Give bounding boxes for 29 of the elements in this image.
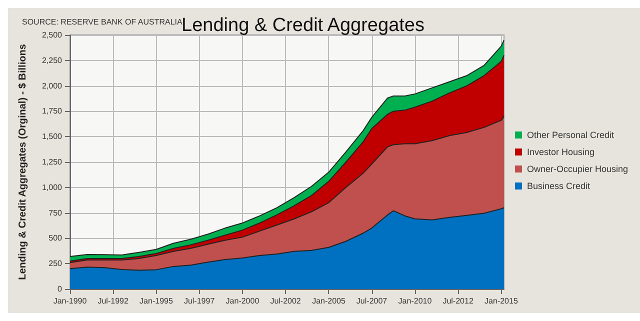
y-tick-label: 1,250	[42, 158, 63, 166]
x-tick-label: Jul-2002	[270, 296, 302, 306]
x-tick-label: Jul-2012	[442, 296, 474, 306]
y-tick-label: 2,250	[42, 56, 63, 65]
x-tick-label: Jan-2000	[226, 296, 260, 306]
y-tick-label: 2,000	[42, 81, 63, 90]
y-tick-label: 1,000	[42, 182, 63, 192]
x-tick-label: Jul-1997	[184, 296, 216, 306]
legend-label: Business Credit	[527, 181, 591, 191]
x-tick-label: Jul-2007	[356, 296, 388, 306]
legend-label: Other Personal Credit	[527, 130, 615, 140]
y-tick-label: 250	[48, 259, 63, 268]
x-tick-label: Jan-2010	[398, 296, 432, 306]
x-tick-label: Jan-2015	[484, 296, 518, 306]
x-tick-label: Jan-1995	[140, 296, 174, 306]
y-axis-title: Lending & Credit Aggregates (Orginal) - $ Billions	[18, 44, 28, 280]
y-tick-label: 0	[58, 284, 63, 294]
y-tick-label: 2,500	[42, 30, 63, 40]
x-tick-label: Jan-1990	[53, 296, 88, 306]
x-tick-label: Jan-2005	[312, 296, 346, 306]
source-note: SOURCE: RESERVE BANK OF AUSTRALIA	[22, 18, 184, 26]
y-tick-label: 750	[48, 208, 63, 218]
legend-label: Owner-Occupier Housing	[527, 164, 628, 174]
chart-title: Lending & Credit Aggregates	[182, 15, 424, 36]
y-tick-label: 500	[48, 234, 63, 243]
y-tick-label: 1,750	[42, 106, 63, 116]
legend-label: Investor Housing	[527, 147, 595, 157]
y-tick-label: 1,500	[42, 132, 63, 142]
x-tick-label: Jul-1992	[98, 296, 129, 306]
